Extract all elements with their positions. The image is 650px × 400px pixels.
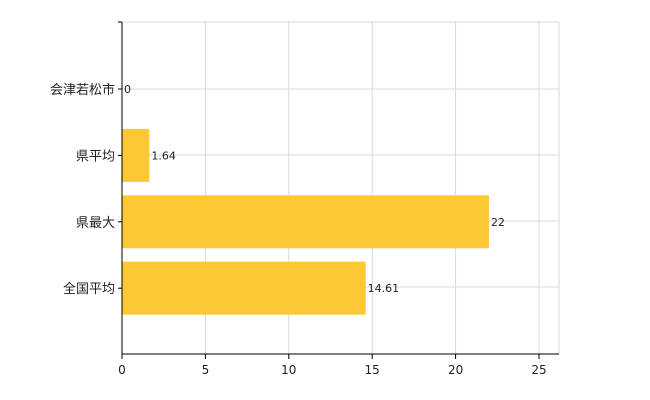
x-tick-label: 25 [531,363,546,377]
bar [122,261,366,315]
data-label: 22 [491,216,505,229]
category-label: 会津若松市 [50,82,115,98]
x-tick-label: 20 [448,363,463,377]
axes [118,21,559,359]
data-label: 14.61 [368,282,400,295]
data-label: 0 [124,83,131,96]
bar [122,128,150,182]
x-tick-label: 15 [365,363,380,377]
category-label: 県平均 [76,149,115,164]
bar [122,195,489,249]
data-label: 1.64 [151,149,176,162]
category-label: 県最大 [76,216,115,231]
category-label: 全国平均 [63,281,115,297]
bars [122,128,489,315]
x-tick-label: 10 [281,363,296,377]
x-tick-label: 5 [202,363,210,377]
labels: 会津若松市 0 県平均 1.64 県最大 22 全国平均 14.61 0 5 10 15 20 25 [50,82,547,377]
x-tick-label: 0 [118,363,126,377]
